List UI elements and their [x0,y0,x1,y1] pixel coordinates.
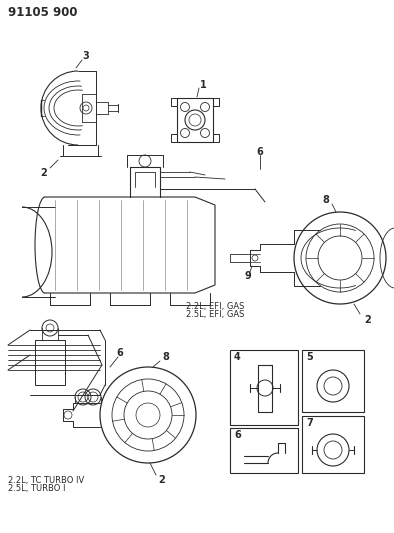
Text: 6: 6 [256,147,263,157]
Bar [230,428,298,473]
Text: 2: 2 [159,475,165,485]
Text: 2: 2 [41,168,47,178]
Text: 9: 9 [245,271,251,281]
Text: 2.2L, TC TURBO IV: 2.2L, TC TURBO IV [8,475,84,484]
Text: 2: 2 [364,315,372,325]
Text: 7: 7 [306,418,313,428]
Text: 2.2L, EFI, GAS: 2.2L, EFI, GAS [186,303,244,311]
Bar [302,416,364,473]
Text: 2.5L, TURBO I: 2.5L, TURBO I [8,484,65,494]
Text: 1: 1 [200,80,206,90]
Bar [35,340,65,385]
Text: 8: 8 [163,352,169,362]
Text: 8: 8 [323,195,329,205]
Text: 3: 3 [83,51,89,61]
Text: 6: 6 [234,430,241,440]
Bar [302,350,364,412]
Text: 5: 5 [306,352,313,362]
Text: 2.5L, EFI, GAS: 2.5L, EFI, GAS [186,311,244,319]
Bar [230,350,298,425]
Text: 4: 4 [234,352,241,362]
Text: 91105 900: 91105 900 [8,5,78,19]
Text: 6: 6 [117,348,123,358]
